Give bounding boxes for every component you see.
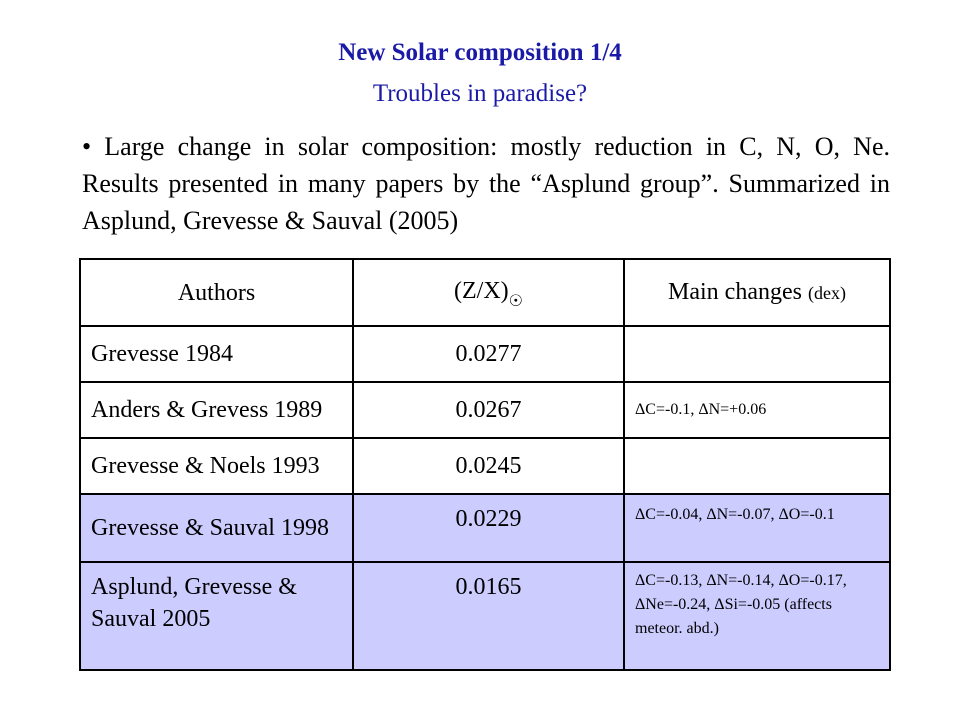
header-authors: Authors [79,258,354,327]
table-row-highlighted: Grevesse & Sauval 1998 0.0229 ΔC=-0.04, … [79,493,891,563]
table-row-highlighted: Asplund, Grevesse & Sauval 2005 0.0165 Δ… [79,561,891,671]
row-changes: ΔC=-0.13, ΔN=-0.14, ΔO=-0.17, ΔNe=-0.24,… [623,561,891,671]
row-zx: 0.0277 [352,325,625,383]
row-author: Asplund, Grevesse & Sauval 2005 [79,561,354,671]
sun-symbol-icon: ☉ [508,293,523,310]
composition-table: Authors (Z/X)☉ Main changes (dex) Greves… [79,258,891,671]
table-header-row: Authors (Z/X)☉ Main changes (dex) [79,258,891,327]
row-author: Anders & Grevess 1989 [79,381,354,439]
row-author: Grevesse & Noels 1993 [79,437,354,495]
table-row: Anders & Grevess 1989 0.0267 ΔC=-0.1, ΔN… [79,381,891,439]
header-zx: (Z/X)☉ [352,258,625,327]
row-changes [623,437,891,495]
row-changes [623,325,891,383]
table-row: Grevesse & Noels 1993 0.0245 [79,437,891,495]
row-zx: 0.0165 [352,561,625,671]
row-author: Grevesse & Sauval 1998 [79,493,354,563]
header-zx-label: (Z/X) [454,278,509,304]
row-zx: 0.0229 [352,493,625,563]
row-changes: ΔC=-0.04, ΔN=-0.07, ΔO=-0.1 [623,493,891,563]
table-row: Grevesse 1984 0.0277 [79,325,891,383]
header-changes: Main changes (dex) [623,258,891,327]
bullet-text: • Large change in solar composition: mos… [82,132,890,235]
slide-subtitle: Troubles in paradise? [372,80,588,107]
row-zx: 0.0245 [352,437,625,495]
header-changes-label: Main changes [668,279,802,305]
slide-title: New Solar composition 1/4 [338,39,622,66]
row-changes: ΔC=-0.1, ΔN=+0.06 [623,381,891,439]
row-author: Grevesse 1984 [79,325,354,383]
row-zx: 0.0267 [352,381,625,439]
header-changes-unit: (dex) [807,283,846,303]
